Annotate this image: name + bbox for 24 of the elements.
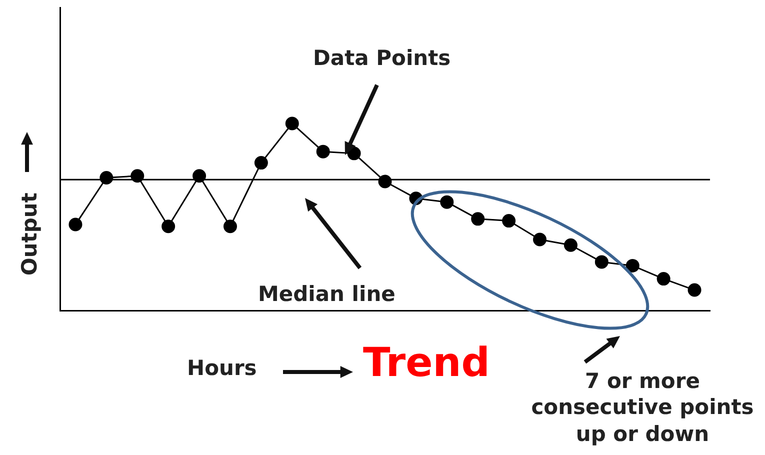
point <box>656 272 670 286</box>
point <box>162 220 176 234</box>
x-axis-title: Hours <box>187 356 257 380</box>
point <box>440 195 454 209</box>
point <box>68 218 82 232</box>
ref-line-label: Median line <box>258 282 396 306</box>
text: Trend <box>363 340 490 386</box>
y-axis-title: Output <box>17 192 42 276</box>
point <box>502 214 516 228</box>
point <box>254 156 268 170</box>
point <box>285 116 299 130</box>
point <box>192 169 206 183</box>
point <box>316 144 330 158</box>
point <box>223 220 237 234</box>
point <box>564 238 578 252</box>
point <box>626 258 640 272</box>
point <box>594 255 608 269</box>
point <box>688 283 702 297</box>
point <box>130 169 144 183</box>
text: Data Points <box>313 46 451 70</box>
text: 7 or more consecutive points up or down <box>530 368 755 447</box>
point <box>533 232 547 246</box>
point <box>347 146 361 160</box>
point <box>471 212 485 226</box>
